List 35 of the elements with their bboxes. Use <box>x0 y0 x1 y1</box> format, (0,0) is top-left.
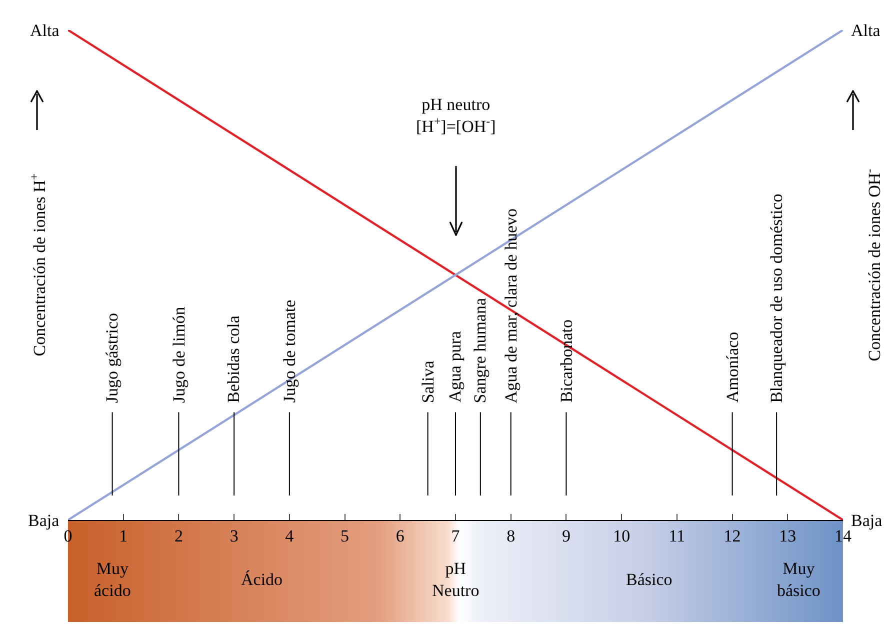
x-tick-label: 5 <box>340 526 350 546</box>
ref-line-label: Blanqueador de uso doméstico <box>767 194 786 403</box>
ref-line-label: Agua de mar, clara de huevo <box>502 208 521 404</box>
x-tick-label: 6 <box>396 526 404 546</box>
x-tick-label: 8 <box>506 526 516 546</box>
x-tick-label: 0 <box>64 526 72 546</box>
text: Muy básico <box>777 559 820 600</box>
x-tick-label: 12 <box>724 526 741 546</box>
ref-line-label: Saliva <box>418 360 438 404</box>
text: Baja <box>28 511 60 530</box>
x-tick-label: 10 <box>613 526 630 546</box>
x-tick-label: 7 <box>451 526 460 546</box>
x-tick-label: 11 <box>668 526 686 546</box>
ref-line-label: Jugo de tomate <box>280 300 300 403</box>
ref-line-label: Jugo de limón <box>169 306 188 404</box>
text: Muy ácido <box>94 559 131 600</box>
ref-line-label: Jugo gástrico <box>102 312 122 404</box>
x-tick-label: 3 <box>230 526 238 546</box>
x-tick-label: 4 <box>285 526 294 546</box>
text: Básico <box>626 570 672 589</box>
x-tick-label: 2 <box>174 526 183 546</box>
text: pH Neutro <box>432 559 480 600</box>
ref-line-label: Sangre humana <box>470 298 490 404</box>
ref-line-label: Amoníaco <box>722 332 742 403</box>
text: Alta <box>30 21 60 40</box>
x-tick-label: 1 <box>119 526 128 546</box>
text: Alta <box>851 21 881 40</box>
ref-line-label: Bicarbonato <box>556 319 576 403</box>
x-tick-label: 13 <box>779 526 796 546</box>
annotation: pH neutro [H$^{+}$]=[OH$^{-}$] <box>416 95 496 136</box>
x-tick-label: 9 <box>562 526 570 546</box>
text: Ácido <box>241 570 283 589</box>
text: Baja <box>851 511 883 530</box>
ref-line-label: Agua pura <box>446 330 465 402</box>
ref-line-label: Bebidas cola <box>224 315 244 403</box>
